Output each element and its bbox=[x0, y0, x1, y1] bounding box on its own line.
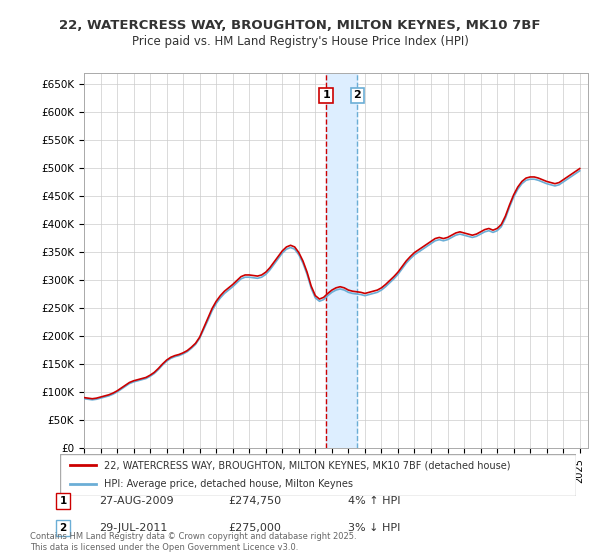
Text: 2: 2 bbox=[59, 523, 67, 533]
FancyBboxPatch shape bbox=[60, 454, 576, 496]
Text: HPI: Average price, detached house, Milton Keynes: HPI: Average price, detached house, Milt… bbox=[104, 479, 353, 489]
Text: 2: 2 bbox=[353, 90, 361, 100]
Text: £275,000: £275,000 bbox=[228, 523, 281, 533]
Text: 1: 1 bbox=[322, 90, 330, 100]
Text: 27-AUG-2009: 27-AUG-2009 bbox=[99, 496, 173, 506]
Text: 4% ↑ HPI: 4% ↑ HPI bbox=[348, 496, 401, 506]
Text: 22, WATERCRESS WAY, BROUGHTON, MILTON KEYNES, MK10 7BF (detached house): 22, WATERCRESS WAY, BROUGHTON, MILTON KE… bbox=[104, 460, 511, 470]
Text: £274,750: £274,750 bbox=[228, 496, 281, 506]
Text: Contains HM Land Registry data © Crown copyright and database right 2025.
This d: Contains HM Land Registry data © Crown c… bbox=[30, 532, 356, 552]
Text: 22, WATERCRESS WAY, BROUGHTON, MILTON KEYNES, MK10 7BF: 22, WATERCRESS WAY, BROUGHTON, MILTON KE… bbox=[59, 18, 541, 32]
Text: Price paid vs. HM Land Registry's House Price Index (HPI): Price paid vs. HM Land Registry's House … bbox=[131, 35, 469, 49]
Text: 29-JUL-2011: 29-JUL-2011 bbox=[99, 523, 167, 533]
Text: 3% ↓ HPI: 3% ↓ HPI bbox=[348, 523, 400, 533]
Bar bbox=[326, 73, 358, 448]
Text: 1: 1 bbox=[59, 496, 67, 506]
